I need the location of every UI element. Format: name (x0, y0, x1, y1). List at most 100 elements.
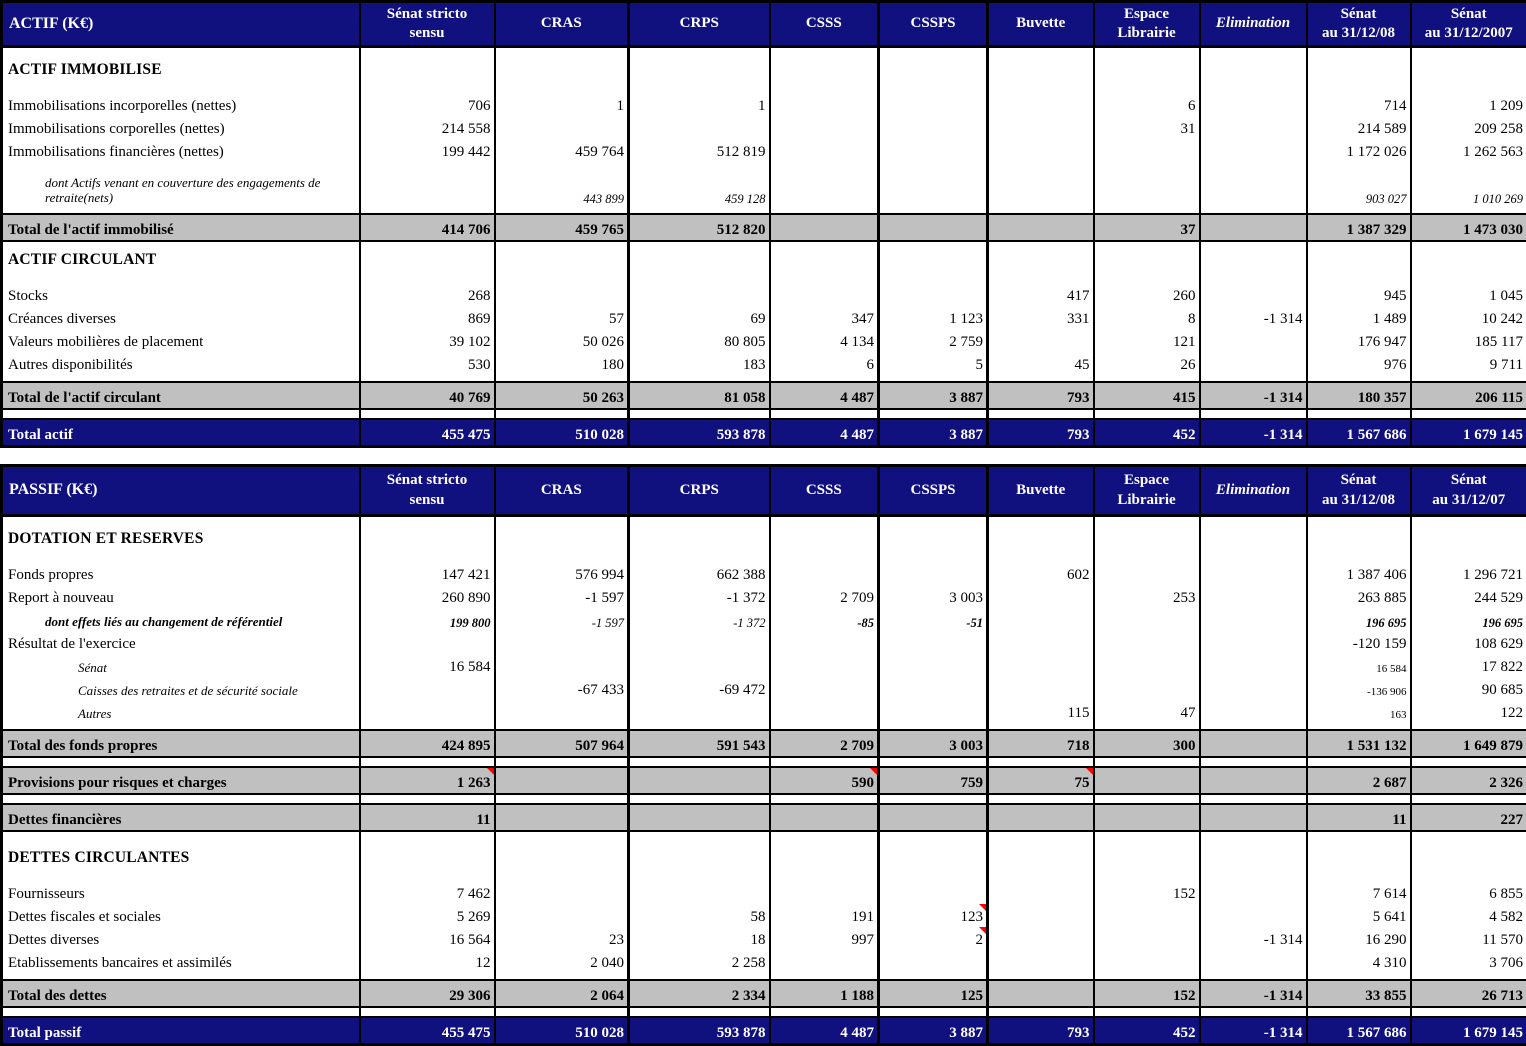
empty-cell (988, 162, 1094, 207)
empty-cell (629, 700, 770, 723)
empty-cell (1200, 93, 1307, 116)
column-header-line: CRAS (541, 482, 582, 498)
empty-cell (1200, 804, 1307, 831)
comment-marker-icon[interactable] (979, 927, 986, 934)
cell: -1 314 (1200, 306, 1307, 329)
cell: 714 (1307, 93, 1411, 116)
column-header-line: CRPS (680, 15, 719, 31)
empty-cell (988, 47, 1094, 59)
empty-cell (988, 375, 1094, 382)
column-header-cras: CRAS (495, 2, 629, 47)
empty-cell (1411, 409, 1526, 419)
empty-cell (1094, 846, 1200, 871)
empty-cell (1307, 516, 1411, 528)
column-header-line: Sénat stricto (387, 6, 467, 22)
empty-cell (495, 207, 629, 214)
cell: 4 487 (770, 382, 879, 409)
cell: 199 442 (360, 139, 495, 162)
empty-cell (1094, 273, 1200, 283)
empty-cell (988, 139, 1094, 162)
empty-cell (1200, 608, 1307, 631)
empty-cell (879, 116, 988, 139)
cell: -69 472 (629, 677, 770, 700)
empty-cell (1411, 58, 1526, 83)
empty-cell (879, 804, 988, 831)
cell: 1 262 563 (1411, 139, 1526, 162)
empty-cell (1200, 248, 1307, 273)
row-label: Total des fonds propres (2, 730, 360, 757)
empty-cell (360, 757, 495, 767)
column-header-elimination: Elimination (1200, 466, 1307, 516)
empty-cell (1411, 207, 1526, 214)
empty-cell (495, 375, 629, 382)
column-header-elimination: Elimination (1200, 2, 1307, 47)
cell: 10 242 (1411, 306, 1526, 329)
cell: 260 890 (360, 585, 495, 608)
cell: 1 045 (1411, 283, 1526, 306)
empty-cell (770, 804, 879, 831)
empty-cell (1200, 904, 1307, 927)
cell: 263 885 (1307, 585, 1411, 608)
empty-cell (495, 631, 629, 654)
empty-cell (770, 93, 879, 116)
empty-cell (879, 527, 988, 552)
empty-cell (988, 804, 1094, 831)
empty-cell (1411, 723, 1526, 730)
column-header-line: Sénat (1341, 6, 1377, 22)
empty-cell (988, 207, 1094, 214)
cell: 45 (988, 352, 1094, 375)
cell: 26 (1094, 352, 1200, 375)
empty-cell (770, 516, 879, 528)
cell: 530 (360, 352, 495, 375)
empty-cell (1200, 562, 1307, 585)
empty-cell (495, 47, 629, 59)
cell: 869 (360, 306, 495, 329)
cell: -1 372 (629, 608, 770, 631)
empty-cell (1094, 1007, 1200, 1017)
empty-cell (629, 516, 770, 528)
cell: 16 584 (1307, 654, 1411, 677)
spacer-row (2, 273, 1526, 283)
cell: 1 387 329 (1307, 214, 1411, 241)
cell: 123 (879, 904, 988, 927)
empty-cell (1411, 871, 1526, 881)
empty-cell (1094, 904, 1200, 927)
cell: 662 388 (629, 562, 770, 585)
comment-marker-icon[interactable] (1086, 768, 1093, 775)
empty-cell (879, 881, 988, 904)
table-row: Caisses des retraites et de sécurité soc… (2, 677, 1526, 700)
empty-cell (360, 700, 495, 723)
row-label: Total actif (2, 419, 360, 447)
comment-marker-icon[interactable] (870, 768, 877, 775)
cell: 26 713 (1411, 980, 1526, 1007)
comment-marker-icon[interactable] (979, 904, 986, 911)
cell: 206 115 (1411, 382, 1526, 409)
empty-cell (1200, 352, 1307, 375)
cell: -1 314 (1200, 382, 1307, 409)
empty-cell (988, 794, 1094, 804)
spacer-row (2, 207, 1526, 214)
empty-cell (879, 248, 988, 273)
empty-cell (629, 767, 770, 794)
comment-marker-icon[interactable] (487, 768, 494, 775)
row-label: dont effets liés au changement de référe… (2, 608, 360, 631)
column-header-line: Elimination (1216, 482, 1290, 498)
empty-cell (2, 409, 360, 419)
empty-cell (1094, 83, 1200, 93)
section-heading-row: DOTATION ET RESERVES (2, 527, 1526, 552)
empty-cell (1200, 871, 1307, 881)
empty-cell (1200, 329, 1307, 352)
empty-cell (879, 139, 988, 162)
empty-cell (360, 831, 495, 846)
cell: 4 134 (770, 329, 879, 352)
empty-cell (770, 116, 879, 139)
empty-cell (770, 654, 879, 677)
empty-cell (629, 409, 770, 419)
empty-cell (1200, 409, 1307, 419)
empty-cell (770, 831, 879, 846)
empty-cell (770, 846, 879, 871)
